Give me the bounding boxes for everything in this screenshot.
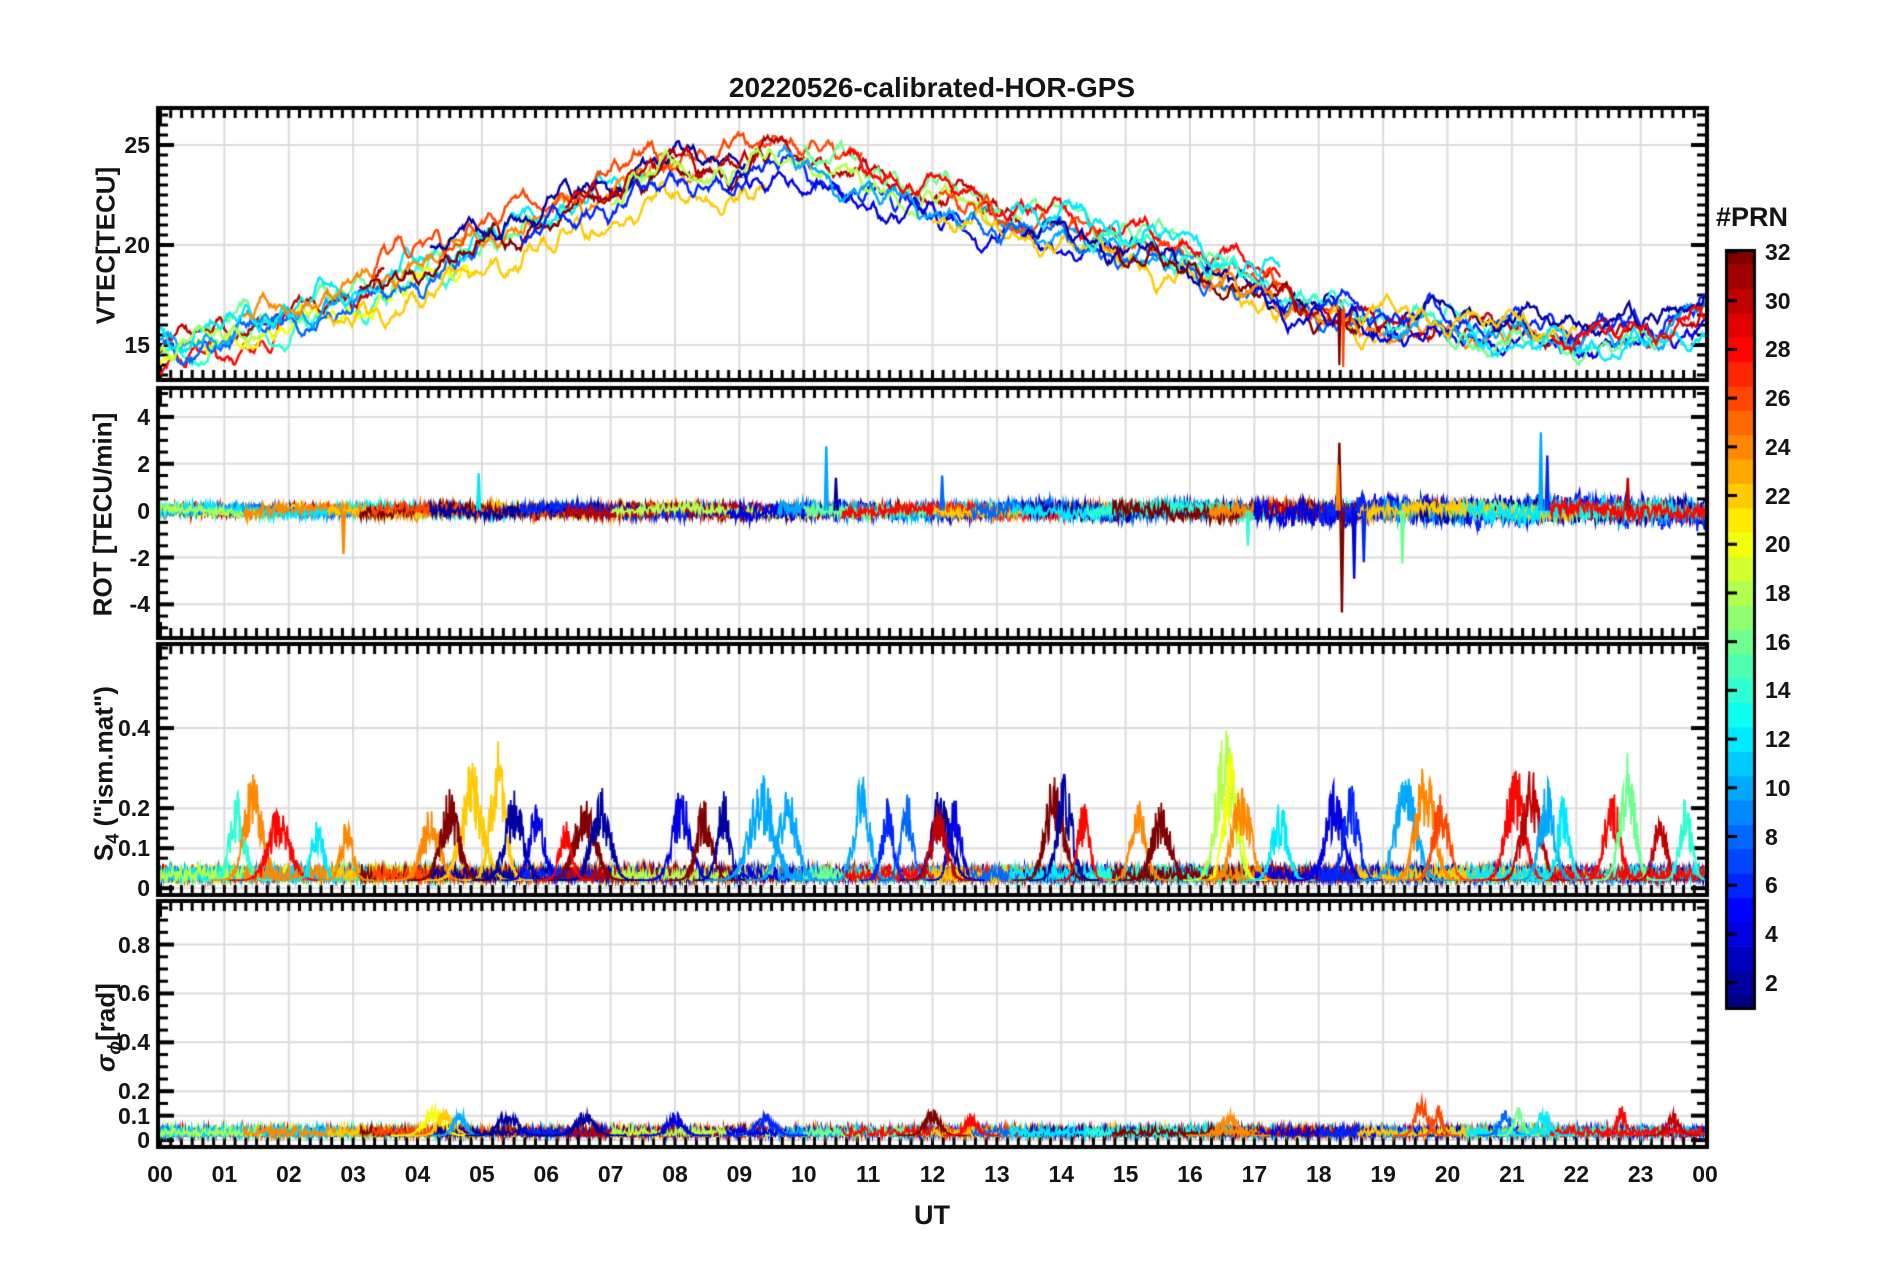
- colorbar-tick-label: 24: [1765, 433, 1791, 460]
- y-tick-label: 0.6: [118, 980, 150, 1007]
- x-tick-label: 10: [790, 1161, 817, 1187]
- x-tick-label: 05: [469, 1161, 495, 1187]
- y-tick-label: -4: [129, 591, 150, 618]
- x-tick-label: 02: [275, 1161, 302, 1187]
- colorbar-tick-label: 30: [1765, 287, 1791, 314]
- y-tick-label: 20: [124, 232, 150, 258]
- x-axis-label: UT: [914, 1200, 950, 1230]
- x-tick-label: 01: [211, 1161, 238, 1187]
- colorbar-tick-label: 2: [1765, 969, 1778, 996]
- x-tick-label: 04: [404, 1161, 431, 1187]
- y-tick-label: 0.1: [118, 835, 150, 862]
- y-tick-label: 2: [137, 450, 150, 477]
- x-tick-label: 22: [1563, 1161, 1590, 1187]
- x-tick-label: 03: [340, 1161, 366, 1187]
- y-tick-label: 0: [137, 875, 150, 902]
- y-tick-label: 0: [137, 497, 150, 524]
- x-tick-label: 23: [1627, 1161, 1654, 1187]
- y-tick-label: 0: [137, 1127, 150, 1154]
- x-tick-label: 09: [726, 1161, 753, 1187]
- colorbar-title: #PRN: [1716, 202, 1789, 232]
- y-tick-label: 0.4: [118, 715, 150, 742]
- y-tick-label: -2: [129, 544, 150, 571]
- colorbar-tick-label: 6: [1765, 872, 1778, 899]
- x-tick-label: 11: [855, 1161, 881, 1187]
- y-tick-label: 0.4: [118, 1029, 150, 1056]
- y-tick-label: 0.1: [118, 1102, 150, 1129]
- colorbar-tick-label: 16: [1765, 628, 1791, 655]
- colorbar-tick-label: 28: [1765, 336, 1791, 363]
- y-tick-label: 4: [137, 403, 150, 430]
- x-tick-label: 19: [1370, 1161, 1396, 1187]
- y-tick-label: 0.2: [118, 795, 150, 822]
- x-tick-label: 00: [1692, 1161, 1718, 1187]
- colorbar-tick-label: 10: [1765, 774, 1791, 801]
- x-tick-label: 18: [1305, 1161, 1332, 1187]
- x-tick-label: 12: [919, 1161, 946, 1187]
- x-tick-label: 15: [1112, 1161, 1139, 1187]
- colorbar-tick-label: 20: [1765, 531, 1791, 558]
- chart-title: 20220526-calibrated-HOR-GPS: [728, 72, 1136, 103]
- colorbar-tick-label: 8: [1765, 823, 1778, 850]
- x-tick-label: 13: [984, 1161, 1010, 1187]
- colorbar-tick-label: 4: [1765, 920, 1778, 947]
- x-tick-label: 00: [147, 1161, 173, 1187]
- colorbar-tick-label: 18: [1765, 579, 1791, 606]
- x-tick-label: 06: [533, 1161, 560, 1187]
- y-tick-label: 25: [124, 132, 150, 158]
- x-tick-label: 21: [1499, 1161, 1525, 1187]
- x-tick-label: 08: [662, 1161, 688, 1187]
- x-tick-label: 17: [1241, 1161, 1268, 1187]
- x-tick-label: 07: [597, 1161, 624, 1187]
- y-tick-label: 0.2: [118, 1078, 150, 1105]
- colorbar-tick-label: 26: [1765, 385, 1791, 412]
- colorbar-tick-label: 12: [1765, 726, 1791, 753]
- y-tick-label: 15: [124, 332, 150, 358]
- x-tick-label: 20: [1434, 1161, 1461, 1187]
- colorbar-tick-label: 14: [1765, 677, 1791, 704]
- y-tick-label: 0.8: [118, 931, 150, 958]
- colorbar-tick-label: 22: [1765, 482, 1791, 509]
- colorbar-tick-label: 32: [1765, 239, 1791, 265]
- x-tick-label: 14: [1048, 1161, 1075, 1187]
- x-tick-label: 16: [1177, 1161, 1203, 1187]
